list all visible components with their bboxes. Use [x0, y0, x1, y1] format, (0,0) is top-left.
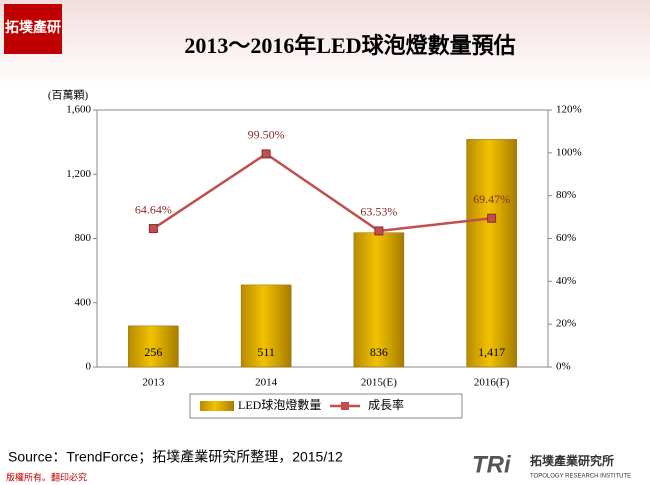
bar [128, 325, 179, 368]
y2-tick-label: 60% [556, 232, 576, 244]
header-band [0, 0, 650, 90]
value-label: 511 [257, 345, 275, 359]
logo: 拓墣產研 [5, 19, 61, 36]
footer-note: 版權所有。翻印必究 [6, 471, 87, 482]
bar [466, 139, 517, 368]
y2-tick-label: 80% [556, 189, 576, 201]
value-label: 836 [370, 345, 388, 359]
legend-swatch [341, 402, 349, 410]
value-label: 64.64% [135, 202, 172, 216]
value-label: 63.53% [360, 205, 397, 219]
legend-label: LED球泡燈數量 [238, 397, 321, 412]
y2-tick-label: 20% [556, 318, 576, 330]
y-axis-label: (百萬顆) [48, 89, 89, 102]
y-tick-label: 1,200 [66, 168, 91, 180]
x-tick-label: 2016(F) [474, 377, 510, 389]
value-label: 69.47% [473, 192, 510, 206]
brand-name: 拓墣產業研究所 [530, 453, 614, 468]
point [148, 224, 158, 234]
y-tick-label: 800 [75, 232, 92, 244]
y2-tick-label: 40% [556, 275, 576, 287]
line [152, 152, 492, 233]
y2-tick-label: 120% [556, 104, 582, 116]
bar [240, 284, 292, 368]
y2-tick-label: 0% [556, 361, 571, 373]
brand-en: TOPOLOGY RESEARCH INSTITUTE [530, 474, 631, 480]
value-label: 99.50% [248, 128, 285, 142]
source: Source：TrendForce；拓墣產業研究所整理，2015/12 [8, 449, 343, 466]
y-tick-label: 1,600 [66, 104, 91, 116]
x-tick-label: 2015(E) [361, 377, 397, 389]
brand-logo: TRi [472, 451, 512, 478]
x-tick-label: 2014 [255, 377, 278, 389]
y-tick-label: 0 [86, 361, 92, 373]
bar [353, 232, 405, 368]
value-label: 256 [144, 345, 162, 359]
legend-label: 成長率 [368, 397, 404, 412]
point [374, 226, 384, 236]
y2-tick-label: 100% [556, 146, 582, 158]
point [487, 213, 497, 223]
value-label: 1,417 [478, 345, 505, 359]
legend-swatch [200, 401, 234, 411]
y-tick-label: 400 [75, 296, 92, 308]
point [261, 149, 271, 159]
chart-title: 2013～2016年LED球泡燈數量預估 [184, 33, 515, 58]
legend-box [189, 393, 463, 419]
x-tick-label: 2013 [142, 377, 165, 389]
logo-box [4, 4, 62, 54]
